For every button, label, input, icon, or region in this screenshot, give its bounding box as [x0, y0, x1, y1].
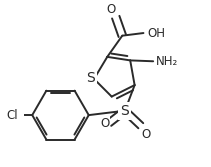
Text: O: O	[107, 3, 116, 16]
Text: S: S	[120, 104, 129, 118]
Text: OH: OH	[148, 27, 166, 40]
Text: Cl: Cl	[7, 109, 19, 122]
Text: O: O	[100, 117, 110, 130]
Text: O: O	[142, 128, 151, 141]
Text: S: S	[87, 71, 95, 85]
Text: NH₂: NH₂	[156, 55, 179, 68]
